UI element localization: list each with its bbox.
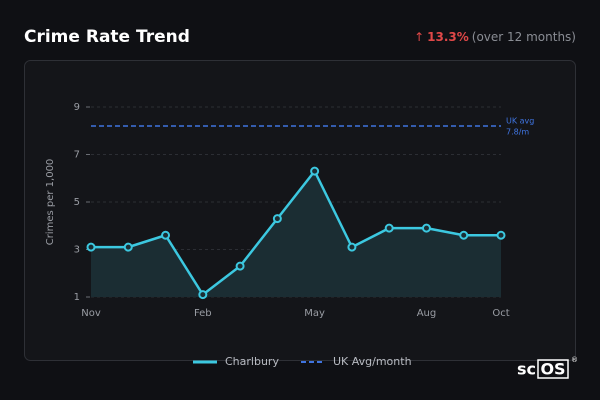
x-tick-label: Oct: [492, 308, 509, 319]
point: [496, 230, 506, 240]
x-tick-label: Nov: [81, 308, 101, 319]
point: [421, 223, 431, 233]
x-tick-label: Feb: [194, 308, 212, 319]
point: [123, 242, 133, 252]
line: [91, 169, 501, 296]
point: [235, 261, 245, 271]
point: [459, 230, 469, 240]
change-value: 13.3%: [427, 30, 469, 44]
x-tick-label: Aug: [417, 308, 437, 319]
x-tick-label: May: [304, 308, 325, 319]
logo: sc OS ®: [517, 356, 578, 379]
area: [91, 171, 501, 297]
legend-label: UK Avg/month: [333, 355, 412, 368]
logo-box: [537, 359, 569, 379]
point: [198, 290, 208, 300]
logo-boxed: OS: [540, 360, 565, 379]
change-note: (over 12 months): [472, 30, 576, 44]
point: [310, 166, 320, 176]
y-tick-label: 3: [74, 245, 80, 256]
point: [347, 242, 357, 252]
legend-label: Charlbury: [225, 355, 279, 368]
y-tick-label: 7: [74, 150, 80, 161]
y-tick-label: 5: [74, 197, 80, 208]
logo-text: sc: [517, 360, 536, 379]
y-tick-label: 1: [74, 292, 80, 303]
y-tick-label: 9: [74, 102, 80, 113]
reference-label: UK avg: [506, 117, 534, 126]
title: Crime Rate Trend: [24, 27, 190, 47]
point: [272, 214, 282, 224]
change-arrow: ↑: [414, 30, 424, 44]
logo-mark: ®: [571, 356, 578, 364]
point: [161, 230, 171, 240]
plot: 1 3 5 7 9 Nov Feb May Aug Oct UK avg 7.8/m: [74, 102, 535, 319]
point: [384, 223, 394, 233]
y-axis-label: Crimes per 1,000: [45, 159, 56, 246]
legend: Charlbury UK Avg/month: [193, 355, 412, 368]
reference-label: 7.8/m: [506, 128, 529, 137]
point: [86, 242, 96, 252]
change-summary: ↑ 13.3% (over 12 months): [414, 30, 576, 44]
